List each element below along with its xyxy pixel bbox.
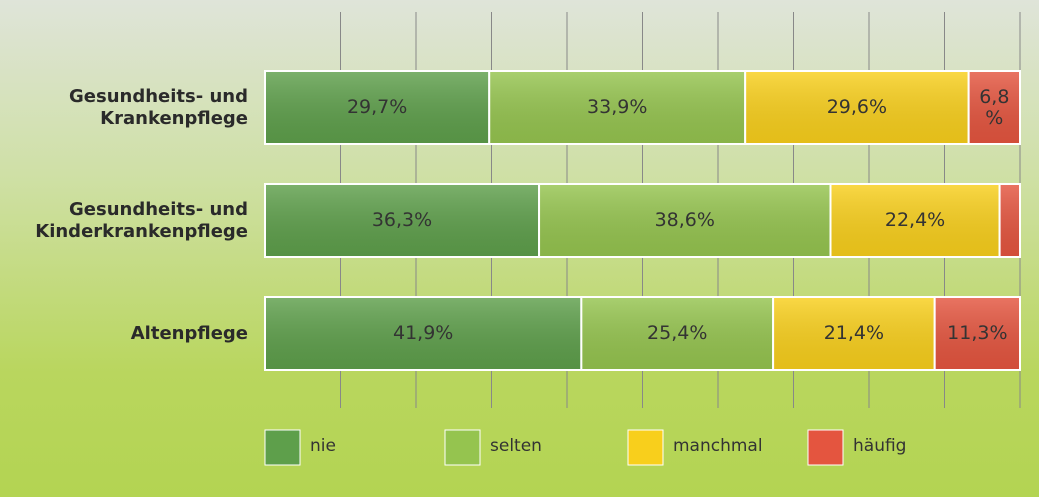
category-label: Gesundheits- und Kinderkrankenpflege <box>35 198 248 242</box>
bar-shade <box>582 298 773 369</box>
value-label: 29,7% <box>346 96 408 119</box>
value-label: 36,3% <box>371 209 433 232</box>
bar-shade <box>490 72 745 143</box>
legend-label: manchmal <box>673 436 763 456</box>
value-label: 29,6% <box>826 96 888 119</box>
bar-shade <box>540 185 830 256</box>
legend-swatch <box>444 429 481 466</box>
bar-shade <box>1000 185 1019 256</box>
legend-label: selten <box>490 436 542 456</box>
bar-shade <box>774 298 934 369</box>
bar-shade <box>831 185 999 256</box>
value-label: 21,4% <box>823 322 885 345</box>
bar-shade <box>266 298 581 369</box>
bar-shade <box>746 72 968 143</box>
legend-swatch <box>627 429 664 466</box>
category-label: Altenpflege <box>130 322 248 344</box>
value-label: 11,3% <box>947 322 1008 345</box>
category-label: Gesundheits- und Krankenpflege <box>69 85 248 129</box>
value-label: 6,8 % <box>979 85 1010 129</box>
legend-swatch <box>264 429 301 466</box>
legend-swatch <box>807 429 844 466</box>
legend-label: nie <box>310 436 336 456</box>
bar-shade <box>266 72 489 143</box>
bar-shade <box>266 185 539 256</box>
value-label: 41,9% <box>392 322 454 345</box>
value-label: 38,6% <box>654 209 715 232</box>
bar-shade <box>935 298 1019 369</box>
value-label: 25,4% <box>647 322 708 345</box>
value-label: 33,9% <box>587 96 648 119</box>
legend-label: häufig <box>853 436 907 456</box>
bar-shade <box>969 72 1019 143</box>
value-label: 22,4% <box>884 209 946 232</box>
